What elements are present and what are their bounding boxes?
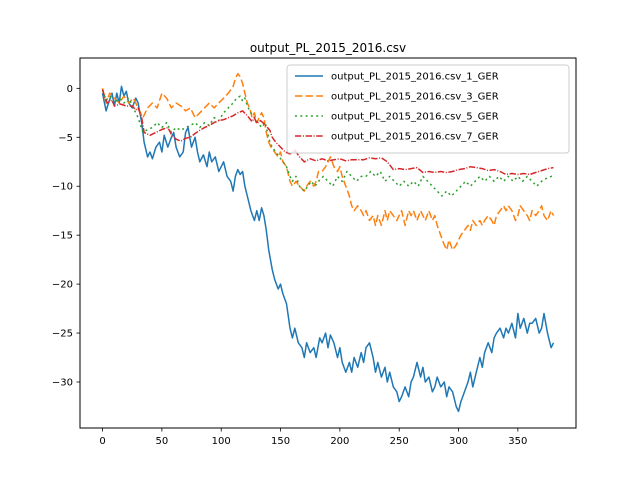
legend-label: output_PL_2015_2016.csv_5_GER	[331, 112, 499, 123]
x-axis: 0 50 100 150 200 250 300 350	[99, 428, 527, 447]
legend: output_PL_2015_2016.csv_1_GER output_PL_2…	[286, 64, 570, 154]
x-tick-label: 300	[449, 436, 468, 447]
legend-label: output_PL_2015_2016.csv_1_GER	[331, 72, 499, 83]
series-line-3-ger	[101, 72, 555, 251]
x-tick-label: 350	[508, 436, 527, 447]
y-tick-label: 0	[67, 84, 73, 95]
y-tick-label: −10	[52, 182, 73, 193]
x-tick-label: 150	[271, 436, 290, 447]
x-tick-label: 100	[212, 436, 231, 447]
series-line-7-ger	[101, 89, 554, 176]
x-tick-label: 250	[390, 436, 409, 447]
series-line-1-ger	[101, 85, 555, 413]
series-lines	[101, 72, 555, 413]
legend-box	[286, 64, 570, 154]
series-line-5-ger	[101, 90, 554, 197]
legend-label: output_PL_2015_2016.csv_7_GER	[331, 132, 499, 143]
plot-area-frame	[79, 57, 577, 429]
legend-label: output_PL_2015_2016.csv_3_GER	[331, 92, 499, 103]
x-tick-label: 50	[156, 436, 169, 447]
y-tick-label: −30	[52, 377, 73, 388]
x-tick-label: 0	[99, 436, 105, 447]
y-tick-label: −25	[52, 329, 73, 340]
y-tick-label: −20	[52, 280, 73, 291]
y-tick-label: −15	[52, 231, 73, 242]
x-tick-label: 200	[330, 436, 349, 447]
y-tick-label: −5	[58, 133, 73, 144]
y-axis: 0 −5 −10 −15 −20 −25 −30	[52, 84, 80, 388]
chart-title: output_PL_2015_2016.csv	[250, 41, 406, 55]
